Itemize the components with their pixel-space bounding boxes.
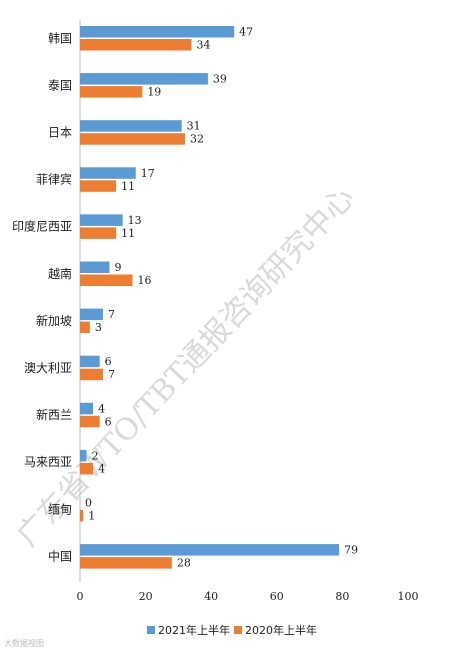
data-label: 6	[105, 355, 112, 368]
data-label: 32	[190, 133, 204, 146]
category-label: 澳大利亚	[24, 361, 72, 375]
data-label: 17	[141, 167, 155, 180]
data-label: 4	[98, 462, 105, 475]
bar-series-2020	[80, 39, 192, 51]
data-label: 7	[108, 308, 115, 321]
x-tick-label: 0	[77, 590, 84, 603]
category-label: 泰国	[48, 78, 72, 92]
x-tick-label: 40	[204, 590, 218, 603]
bar-series-2021	[80, 73, 208, 85]
category-label: 印度尼西亚	[12, 219, 72, 234]
data-label: 6	[105, 415, 112, 428]
category-label: 越南	[48, 266, 72, 281]
bar-series-2021	[80, 308, 103, 321]
bar-series-2021	[80, 402, 94, 415]
data-label: 31	[187, 120, 201, 133]
bar-series-2021	[80, 449, 87, 462]
data-label: 19	[147, 86, 161, 99]
bar-series-2020	[80, 368, 103, 381]
bar-series-2021	[80, 355, 100, 368]
bar-series-2020	[80, 557, 172, 569]
category-label: 马来西亚	[24, 455, 72, 469]
bar-series-2020	[80, 274, 133, 286]
data-label: 9	[115, 261, 122, 274]
data-label: 39	[213, 73, 227, 86]
bar-series-2020	[80, 86, 143, 98]
data-label: 2	[92, 449, 99, 462]
data-label: 47	[239, 26, 253, 39]
data-label: 1	[88, 510, 95, 523]
data-label: 79	[344, 544, 358, 557]
bar-series-2020	[80, 462, 94, 475]
data-label: 28	[177, 557, 191, 570]
legend: 2021年上半年 2020年上半年	[147, 623, 317, 637]
x-axis: 0 20 40 60 80 100	[77, 20, 419, 603]
x-tick-label: 60	[270, 590, 284, 603]
bar-series-2021	[80, 26, 235, 38]
bar-series-2021	[80, 261, 110, 273]
category-label: 新加坡	[36, 313, 72, 328]
data-label: 11	[121, 180, 135, 193]
data-label: 13	[128, 214, 142, 227]
bar-series-2021	[80, 214, 123, 226]
bar-series-2020	[80, 180, 117, 192]
category-label: 新西兰	[36, 407, 72, 422]
bar-series-2021	[80, 167, 136, 179]
category-label: 菲律宾	[36, 172, 72, 187]
bar-series-2020	[80, 227, 117, 239]
data-label: 11	[121, 227, 135, 240]
data-label: 16	[137, 274, 151, 287]
bar-series-2020	[80, 415, 100, 428]
category-label: 韩国	[48, 30, 72, 45]
data-label: 7	[108, 368, 115, 381]
category-label: 日本	[48, 125, 72, 139]
data-label: 34	[197, 39, 211, 52]
corner-mark: 大数据视图	[4, 638, 44, 648]
x-tick-label: 20	[139, 590, 153, 603]
legend-swatch	[234, 626, 242, 634]
x-tick-label: 100	[398, 590, 419, 603]
legend-label: 2021年上半年	[158, 623, 230, 637]
data-label: 3	[95, 321, 102, 334]
bar-series-2021	[80, 544, 340, 556]
bar-series-2020	[80, 510, 84, 522]
bars	[80, 26, 340, 569]
legend-swatch	[147, 626, 155, 634]
legend-label: 2020年上半年	[245, 623, 317, 637]
category-label: 中国	[48, 548, 72, 563]
bar-series-2020	[80, 133, 185, 145]
bar-series-2021	[80, 120, 182, 132]
bar-series-2020	[80, 321, 90, 334]
data-label: 4	[98, 402, 105, 415]
category-label: 缅甸	[48, 502, 72, 516]
x-tick-label: 80	[335, 590, 349, 603]
data-label: 0	[85, 497, 92, 510]
